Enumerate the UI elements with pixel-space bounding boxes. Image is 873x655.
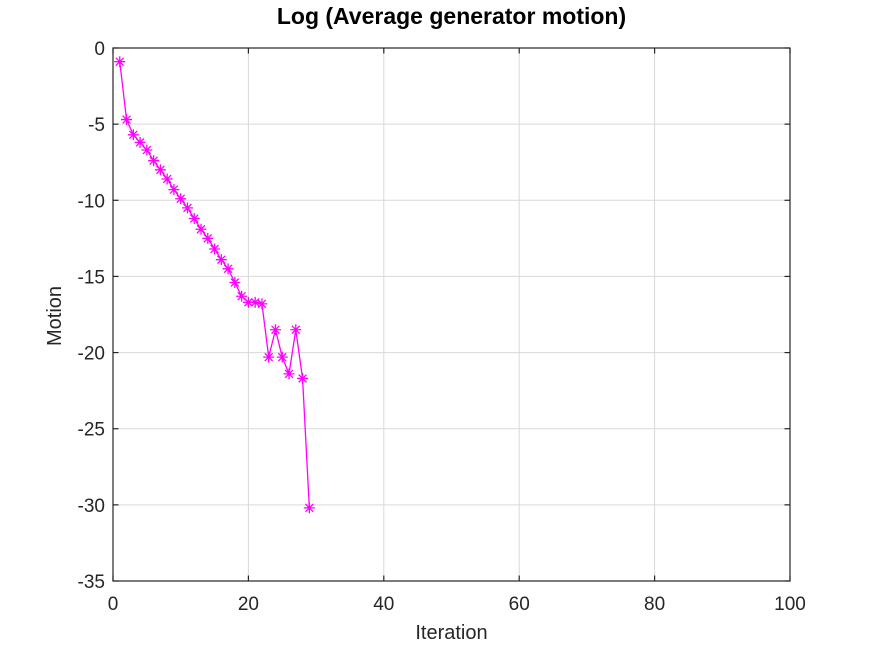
x-axis-label: Iteration xyxy=(415,622,488,644)
axes-box xyxy=(112,47,791,582)
data-marker-asterisk xyxy=(161,173,173,185)
data-marker-asterisk xyxy=(168,184,180,196)
x-tick-label: 20 xyxy=(238,594,259,615)
data-marker-asterisk xyxy=(269,324,281,336)
x-tick-label: 0 xyxy=(108,594,119,615)
data-marker-asterisk xyxy=(202,232,214,244)
data-marker-asterisk xyxy=(242,296,254,308)
data-marker-asterisk xyxy=(175,193,187,205)
data-marker-asterisk xyxy=(134,136,146,148)
data-marker-asterisk xyxy=(195,223,207,235)
x-tick-label: 60 xyxy=(509,594,530,615)
y-axis-label: Motion xyxy=(44,285,66,347)
y-tick-label: -20 xyxy=(78,344,105,365)
data-marker-asterisk xyxy=(276,351,288,363)
data-marker-asterisk xyxy=(297,372,309,384)
y-tick-label: -30 xyxy=(78,496,105,517)
data-marker-asterisk xyxy=(229,277,241,289)
data-marker-asterisk xyxy=(141,144,153,156)
data-marker-asterisk xyxy=(188,213,200,225)
x-tick-label: 100 xyxy=(774,594,806,615)
data-marker-asterisk xyxy=(114,56,126,68)
y-tick-label: -5 xyxy=(88,115,105,136)
x-tick-label: 40 xyxy=(373,594,394,615)
x-tick-label: 80 xyxy=(644,594,665,615)
chart-title: Log (Average generator motion) xyxy=(276,3,627,29)
data-marker-asterisk xyxy=(181,202,193,214)
data-marker-asterisk xyxy=(209,243,221,255)
y-tick-label: 0 xyxy=(94,39,105,60)
data-marker-asterisk xyxy=(249,296,261,308)
data-marker-asterisk xyxy=(303,502,315,514)
data-marker-asterisk xyxy=(215,254,227,266)
data-marker-asterisk xyxy=(256,298,268,310)
data-marker-asterisk xyxy=(127,129,139,141)
data-line xyxy=(119,61,310,508)
data-marker-asterisk xyxy=(148,155,160,167)
y-tick-label: -25 xyxy=(78,420,105,441)
y-tick-label: -35 xyxy=(78,572,105,593)
y-tick-label: -10 xyxy=(78,191,105,212)
data-marker-asterisk xyxy=(154,164,166,176)
data-marker-asterisk xyxy=(283,368,295,380)
data-marker-asterisk xyxy=(236,290,248,302)
data-marker-asterisk xyxy=(290,324,302,336)
data-marker-asterisk xyxy=(222,263,234,275)
y-tick-label: -15 xyxy=(78,267,105,288)
data-marker-asterisk xyxy=(263,351,275,363)
data-marker-asterisk xyxy=(121,114,133,126)
